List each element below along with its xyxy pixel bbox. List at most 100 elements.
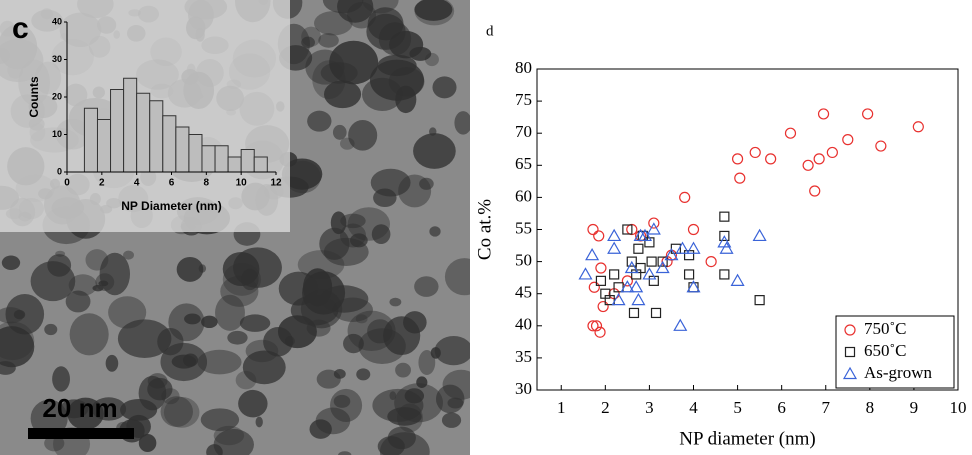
particle <box>85 249 109 271</box>
x-tick-label: 1 <box>557 398 566 417</box>
particle <box>435 384 465 414</box>
marker <box>594 326 606 338</box>
marker <box>862 108 874 120</box>
y-tick-label: 10 <box>52 129 62 139</box>
x-tick-label: 2 <box>601 398 610 417</box>
marker <box>646 222 661 235</box>
x-tick-label: 10 <box>236 178 248 189</box>
particle <box>413 133 456 169</box>
marker <box>683 250 695 261</box>
y-axis-label: Counts <box>27 76 41 118</box>
particle <box>332 124 347 140</box>
panel-label: c <box>12 12 29 45</box>
marker <box>705 256 717 268</box>
particle <box>340 213 366 229</box>
particle <box>416 376 428 389</box>
marker <box>595 275 607 286</box>
particle <box>389 297 402 307</box>
particle <box>0 326 35 368</box>
y-tick-label: 35 <box>515 347 532 366</box>
particle <box>355 314 368 324</box>
x-tick-label: 8 <box>866 398 875 417</box>
marker <box>621 275 633 287</box>
x-tick-label: 6 <box>777 398 786 417</box>
marker <box>719 241 734 254</box>
marker <box>765 153 777 165</box>
particle <box>184 313 201 325</box>
bar <box>240 149 255 173</box>
particle <box>99 252 131 296</box>
marker <box>686 241 701 254</box>
particle <box>350 233 368 248</box>
marker <box>593 230 605 242</box>
y-tick-label: 45 <box>515 283 532 302</box>
marker <box>719 269 730 280</box>
x-tick-label: 9 <box>910 398 919 417</box>
bar <box>136 92 151 173</box>
particle <box>160 342 208 382</box>
x-tick-label: 4 <box>689 398 698 417</box>
particle <box>454 111 470 135</box>
y-axis-label: Co at.% <box>474 199 495 260</box>
x-tick-label: 12 <box>270 178 282 189</box>
marker <box>595 262 607 274</box>
particle <box>0 361 16 375</box>
legend-label: As-grown <box>864 363 932 382</box>
particle <box>44 323 58 336</box>
particle <box>348 119 378 151</box>
marker <box>683 269 695 280</box>
legend-box <box>835 315 955 389</box>
x-tick-label: 5 <box>733 398 742 417</box>
particle <box>338 451 352 455</box>
marker <box>648 217 660 229</box>
particle <box>227 330 248 345</box>
particle <box>59 399 89 419</box>
marker <box>613 282 624 293</box>
bar <box>83 107 98 173</box>
panel-label: d <box>486 23 494 39</box>
marker <box>675 241 690 254</box>
marker <box>607 228 622 242</box>
particle <box>369 59 425 101</box>
marker <box>646 256 657 267</box>
x-tick-label: 4 <box>134 178 140 189</box>
y-tick-label: 40 <box>52 16 62 26</box>
particle <box>200 408 240 432</box>
legend-label: 750˚C <box>864 319 907 338</box>
marker <box>875 140 887 152</box>
particle <box>52 366 70 392</box>
particle <box>419 177 434 190</box>
bar <box>188 134 203 173</box>
particle <box>138 433 157 453</box>
marker <box>624 260 639 274</box>
particle <box>434 336 470 366</box>
particle <box>429 226 441 237</box>
particle <box>238 389 268 418</box>
marker <box>578 267 593 280</box>
marker <box>826 146 838 159</box>
particle <box>92 284 104 292</box>
bar <box>201 145 216 173</box>
marker <box>607 241 622 254</box>
marker <box>809 185 821 197</box>
particle <box>356 368 371 381</box>
particle <box>424 52 439 67</box>
marker <box>622 224 633 235</box>
particle <box>65 290 91 313</box>
bar <box>227 156 242 173</box>
particle <box>197 349 242 375</box>
bar <box>175 126 190 173</box>
marker <box>679 191 691 203</box>
particle <box>322 0 364 14</box>
marker <box>754 295 765 306</box>
bar <box>253 156 268 173</box>
marker <box>604 295 615 306</box>
particle <box>0 321 35 361</box>
marker <box>635 262 646 274</box>
marker <box>719 230 730 242</box>
x-tick-label: 6 <box>169 178 175 189</box>
particle <box>329 40 379 85</box>
marker <box>631 292 646 306</box>
marker <box>628 307 640 319</box>
